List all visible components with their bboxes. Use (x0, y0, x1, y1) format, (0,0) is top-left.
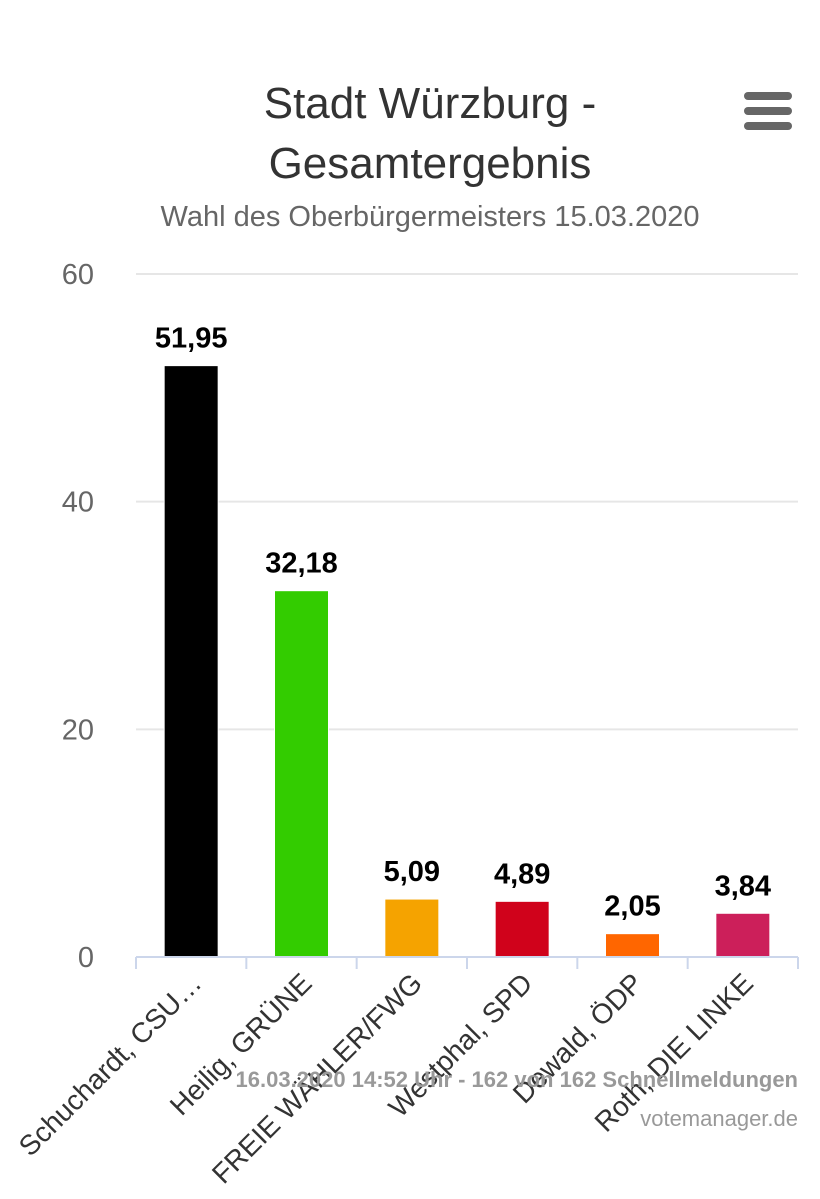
data-label: 51,95 (155, 323, 228, 355)
y-tick-label: 60 (62, 259, 94, 291)
y-tick-label: 0 (78, 942, 94, 974)
data-label: 32,18 (265, 548, 338, 580)
y-axis-ticks: 0 20 40 60 (62, 259, 94, 974)
hamburger-menu-icon[interactable] (744, 92, 792, 132)
data-label: 4,89 (494, 858, 550, 890)
menu-bar (744, 92, 792, 100)
y-tick-label: 20 (62, 714, 94, 746)
grid-lines (136, 273, 798, 731)
x-axis (135, 956, 799, 969)
menu-bar (744, 122, 792, 130)
bars (163, 365, 771, 958)
data-label: 2,05 (604, 891, 660, 923)
bar[interactable] (715, 912, 771, 958)
credits-link[interactable]: votemanager.de (640, 1106, 798, 1131)
bar[interactable] (384, 898, 440, 958)
bar[interactable] (274, 590, 329, 958)
x-tick-label: Schuchardt, CSU… (13, 967, 208, 1162)
chart-title-line2: Gesamtergebnis (268, 139, 592, 188)
data-labels: 51,95 32,18 5,09 4,89 2,05 3,84 (155, 323, 771, 923)
chart-subtitle: Wahl des Oberbürgermeisters 15.03.2020 (160, 201, 700, 233)
bar[interactable] (494, 900, 550, 958)
data-label: 3,84 (715, 870, 771, 902)
credits-timestamp: 16.03.2020 14:52 Uhr - 162 von 162 Schne… (235, 1067, 798, 1092)
y-tick-label: 40 (62, 487, 94, 519)
bar[interactable] (163, 365, 219, 958)
chart-title-line1: Stadt Würzburg - (263, 79, 597, 128)
data-label: 5,09 (384, 856, 440, 888)
bar[interactable] (605, 933, 660, 958)
menu-bar (744, 107, 792, 115)
